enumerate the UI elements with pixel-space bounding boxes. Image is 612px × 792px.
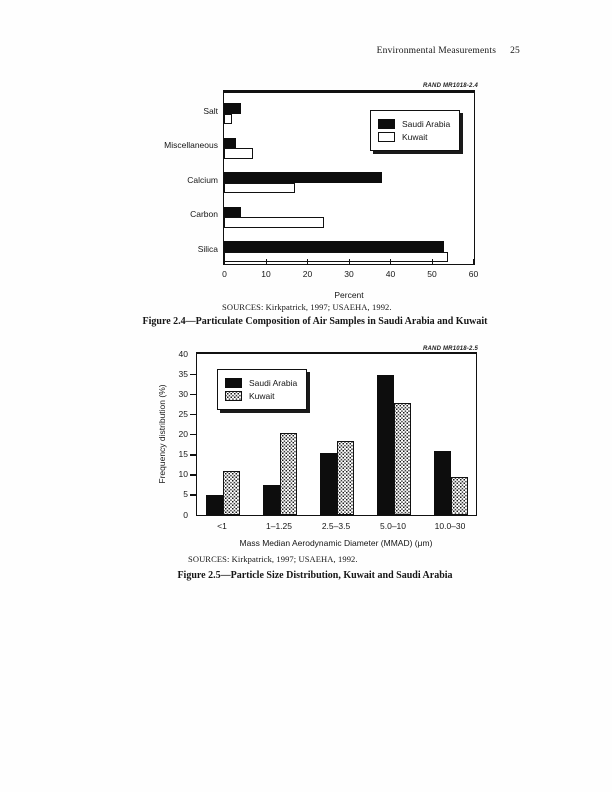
y-tick-label-35: 35 (178, 369, 188, 380)
x-tick-0 (224, 259, 226, 264)
bar-saudi-arabia-1 (206, 494, 223, 515)
legend-label-saudi-arabia: Saudi Arabia (249, 377, 298, 388)
bar-saudi-arabia-carbon (224, 206, 241, 217)
figure-2-5-plot-area: Saudi Arabia Kuwait (196, 352, 477, 516)
y-tick-label-20: 20 (178, 429, 188, 440)
saudi-arabia-swatch-icon (378, 118, 395, 129)
figure-2-5-x-axis-title: Mass Median Aerodynamic Diameter (MMAD) … (239, 538, 433, 548)
y-tick-5 (190, 494, 196, 496)
bar-saudi-arabia-2-5-3-5 (320, 452, 337, 515)
category-label-silica: Silica (197, 243, 218, 254)
figure-2-5-y-axis-title: Frequency distribution (%) (157, 384, 167, 484)
x-tick-30 (348, 259, 350, 264)
figure-2-4-caption: Figure 2.4—Particulate Composition of Ai… (142, 316, 488, 327)
bar-kuwait-10-0-30 (451, 476, 468, 515)
page-number: 25 (510, 46, 520, 56)
x-tick-label-10-0-30: 10.0–30 (434, 521, 466, 531)
category-label-carbon: Carbon (190, 209, 218, 219)
x-tick-label-40: 40 (385, 269, 396, 279)
kuwait-swatch-icon (225, 390, 242, 401)
page-header: Environmental Measurements 25 (0, 46, 520, 56)
x-tick-label-30: 30 (344, 269, 354, 279)
running-head-title: Environmental Measurements (376, 46, 497, 56)
figure-2-5-legend: Saudi Arabia Kuwait (217, 369, 308, 410)
figure-2-4-sources: SOURCES: Kirkpatrick, 1997; USAEHA, 1992… (222, 302, 392, 312)
x-tick-60 (473, 259, 475, 264)
bar-kuwait-carbon (224, 217, 324, 228)
legend-label-kuwait: Kuwait (249, 390, 275, 401)
bar-saudi-arabia-1-1-25 (263, 484, 280, 515)
x-tick-label-0: 0 (222, 269, 227, 279)
y-tick-30 (190, 394, 196, 396)
y-tick-label-30: 30 (178, 389, 188, 400)
legend-entry-kuwait: Kuwait (378, 131, 450, 142)
bar-saudi-arabia-silica (224, 241, 444, 252)
x-tick-label-1: <1 (217, 521, 227, 531)
bar-kuwait-miscellaneous (224, 148, 254, 159)
bar-kuwait-1-1-25 (280, 432, 297, 515)
figure-2-4-x-axis-title: Percent (334, 290, 364, 300)
bar-kuwait-2-5-3-5 (337, 440, 354, 515)
y-tick-label-0: 0 (183, 509, 188, 520)
x-tick-label-60: 60 (468, 269, 479, 279)
y-tick-label-10: 10 (178, 469, 188, 480)
y-tick-35 (190, 374, 196, 376)
legend-label-kuwait: Kuwait (402, 131, 428, 142)
x-tick-20 (307, 259, 309, 264)
saudi-arabia-swatch-icon (225, 377, 242, 388)
y-tick-15 (190, 454, 196, 456)
y-tick-label-25: 25 (178, 409, 188, 420)
y-tick-25 (190, 414, 196, 416)
legend-entry-saudi-arabia: Saudi Arabia (378, 118, 451, 129)
x-tick-10 (265, 259, 267, 264)
y-tick-label-15: 15 (178, 449, 188, 460)
x-tick-label-10: 10 (261, 269, 271, 279)
x-tick-label-50: 50 (427, 269, 437, 279)
bar-saudi-arabia-salt (224, 103, 241, 114)
x-tick-40 (390, 259, 392, 264)
category-label-miscellaneous: Miscellaneous (164, 140, 218, 150)
bar-kuwait-salt (224, 113, 233, 124)
x-tick-50 (431, 259, 433, 264)
category-label-calcium: Calcium (187, 174, 218, 185)
legend-entry-kuwait: Kuwait (225, 390, 297, 401)
bar-saudi-arabia-calcium (224, 172, 382, 183)
y-tick-10 (190, 474, 196, 476)
bar-kuwait-silica (224, 251, 449, 262)
bar-saudi-arabia-5-0-10 (377, 374, 394, 515)
y-tick-label-40: 40 (178, 349, 188, 359)
bar-saudi-arabia-miscellaneous (224, 137, 237, 148)
legend-label-saudi-arabia: Saudi Arabia (402, 118, 451, 129)
x-tick-label-1-1-25: 1–1.25 (266, 521, 292, 531)
figure-2-4-legend: Saudi Arabia Kuwait (370, 110, 461, 151)
x-tick-label-5-0-10: 5.0–10 (380, 521, 406, 531)
figure-2-5-caption: Figure 2.5—Particle Size Distribution, K… (177, 570, 453, 581)
x-tick-label-20: 20 (302, 269, 313, 279)
kuwait-swatch-icon (378, 131, 395, 142)
figure-2-4-rand-label: RAND MR1018-2.4 (422, 83, 478, 89)
bar-kuwait-calcium (224, 182, 295, 193)
bar-kuwait-5-0-10 (394, 402, 411, 515)
figure-2-5-sources: SOURCES: Kirkpatrick, 1997; USAEHA, 1992… (188, 554, 358, 564)
bar-saudi-arabia-10-0-30 (434, 450, 451, 515)
figure-2-4-plot-area: Saudi Arabia Kuwait (223, 90, 475, 265)
bar-kuwait-1 (223, 470, 240, 515)
y-tick-20 (190, 434, 196, 436)
legend-entry-saudi-arabia: Saudi Arabia (225, 377, 298, 388)
x-tick-label-2-5-3-5: 2.5–3.5 (321, 521, 351, 531)
category-label-salt: Salt (203, 105, 218, 116)
y-tick-label-5: 5 (183, 489, 188, 500)
figure-2-5-rand-label: RAND MR1018-2.5 (422, 346, 478, 352)
